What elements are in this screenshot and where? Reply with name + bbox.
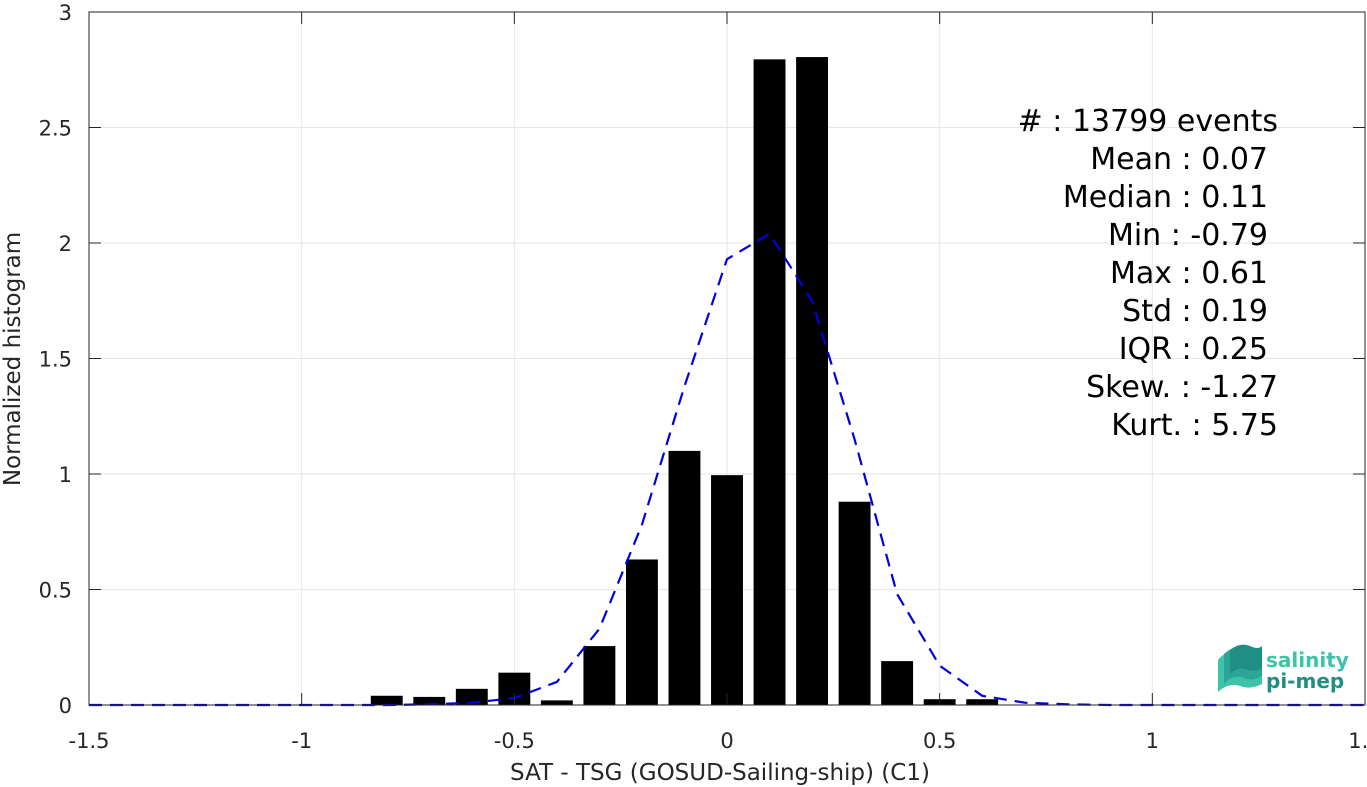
stat-line: Skew. : -1.27 bbox=[1086, 370, 1278, 405]
histogram-bar bbox=[583, 646, 616, 705]
y-tick-label: 2 bbox=[59, 232, 72, 256]
stat-line: Min : -0.79 bbox=[1108, 218, 1268, 253]
y-axis-label: Normalized histogram bbox=[0, 232, 26, 486]
y-tick-label: 1.5 bbox=[39, 348, 72, 372]
stat-line: Mean : 0.07 bbox=[1090, 142, 1268, 177]
histogram-bar bbox=[540, 700, 573, 705]
logo-text-salinity: salinity bbox=[1266, 648, 1349, 672]
y-tick-label: 1 bbox=[59, 463, 72, 487]
stat-line: Median : 0.11 bbox=[1063, 180, 1268, 215]
y-tick-label: 0 bbox=[59, 694, 72, 718]
x-tick-label: 1 bbox=[1146, 729, 1159, 753]
axis-ticks bbox=[88, 11, 1366, 706]
histogram-bar bbox=[753, 59, 786, 706]
y-tick-labels: 0 0.5 1 1.5 2 2.5 3 bbox=[39, 1, 72, 718]
x-tick-label: 1.5 bbox=[1348, 729, 1367, 753]
histogram-bar bbox=[966, 699, 999, 705]
histogram-bars bbox=[370, 57, 999, 706]
histogram-bar bbox=[711, 475, 743, 705]
x-tick-label: -1 bbox=[291, 729, 312, 753]
x-tick-label: -0.5 bbox=[494, 729, 535, 753]
histogram-bar bbox=[796, 57, 829, 706]
histogram-bar bbox=[881, 661, 914, 705]
histogram-bar bbox=[413, 696, 446, 705]
y-tick-label: 2.5 bbox=[39, 117, 72, 141]
histogram-bar bbox=[370, 695, 403, 705]
x-tick-label: 0.5 bbox=[923, 729, 956, 753]
x-tick-labels: -1.5 -1 -0.5 0 0.5 1 1.5 bbox=[69, 729, 1367, 753]
logo-text-pi-mep: pi-mep bbox=[1266, 669, 1344, 693]
stat-line: Std : 0.19 bbox=[1122, 294, 1268, 329]
salinity-pi-mep-logo: salinity pi-mep bbox=[1218, 644, 1349, 693]
x-tick-label: 0 bbox=[720, 729, 733, 753]
x-axis-label: SAT - TSG (GOSUD-Sailing-ship) (C1) bbox=[510, 760, 930, 786]
histogram-bar bbox=[838, 501, 871, 705]
histogram-bar bbox=[625, 559, 658, 705]
stat-line: Max : 0.61 bbox=[1110, 256, 1268, 291]
stat-line: Kurt. : 5.75 bbox=[1111, 408, 1278, 443]
logo-wave-icon bbox=[1218, 644, 1262, 692]
y-tick-label: 0.5 bbox=[39, 579, 72, 603]
stat-line: IQR : 0.25 bbox=[1119, 332, 1268, 367]
x-tick-label: -1.5 bbox=[69, 729, 110, 753]
histogram-bar bbox=[668, 450, 701, 705]
y-tick-label: 3 bbox=[59, 1, 72, 25]
stat-line: # : 13799 events bbox=[1018, 104, 1278, 139]
